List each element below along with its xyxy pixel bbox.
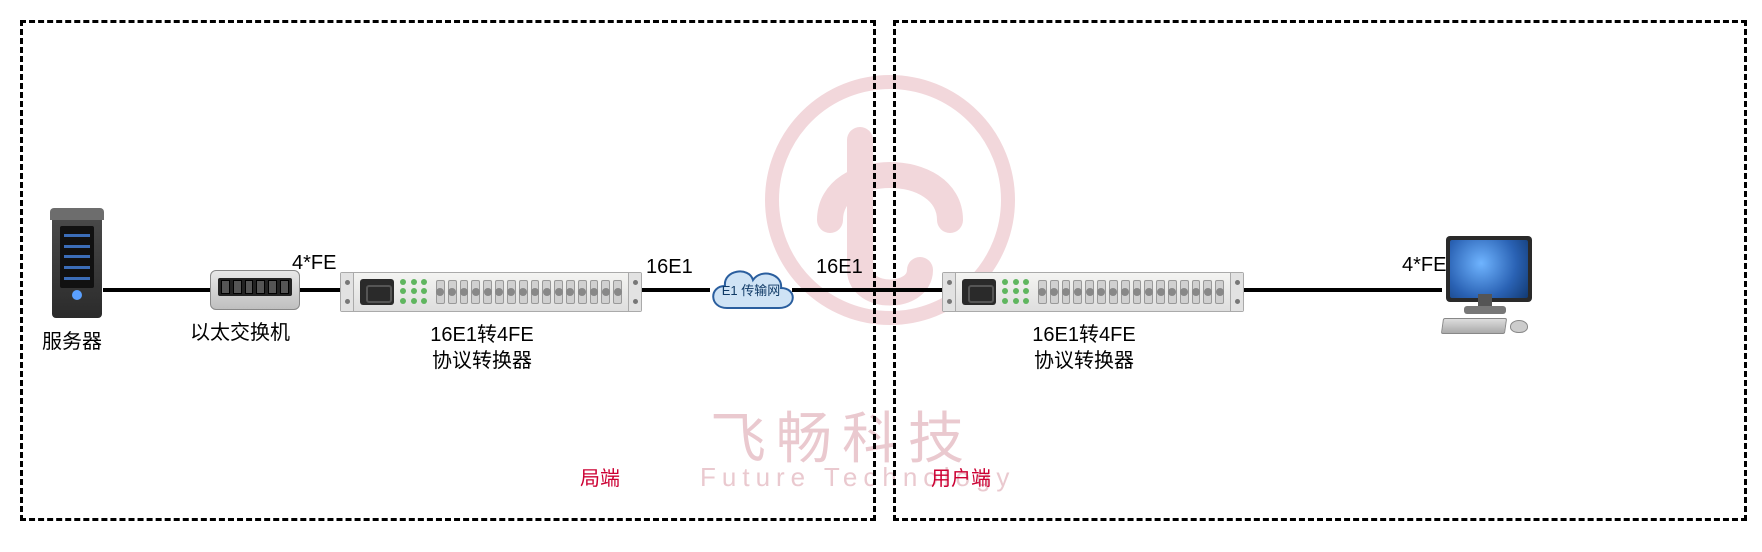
converter-left-label-2: 协议转换器 — [432, 344, 532, 373]
converter-right-label-2: 协议转换器 — [1034, 344, 1134, 373]
link-label-16e1-right: 16E1 — [816, 256, 863, 279]
link-conv-cloud-left — [640, 288, 710, 292]
server-icon — [50, 208, 104, 318]
cloud-label: E1 传输网 — [703, 280, 799, 299]
converter-right-label-1: 16E1转4FE — [1032, 318, 1135, 347]
server-label: 服务器 — [42, 325, 102, 354]
switch-label: 以太交换机 — [190, 316, 290, 345]
cloud-icon: E1 传输网 — [703, 258, 799, 320]
converter-left-icon — [340, 272, 642, 312]
pc-icon — [1440, 236, 1530, 332]
switch-icon — [210, 270, 300, 310]
link-label-16e1-left: 16E1 — [646, 256, 693, 279]
link-switch-conv — [299, 288, 341, 292]
link-server-switch — [103, 288, 211, 292]
region-left-label: 局端 — [580, 462, 620, 491]
link-cloud-conv-right — [792, 288, 944, 292]
region-right-label: 用户端 — [931, 462, 991, 491]
converter-left-label-1: 16E1转4FE — [430, 318, 533, 347]
region-right — [893, 20, 1747, 521]
converter-right-icon — [942, 272, 1244, 312]
link-conv-pc — [1242, 288, 1442, 292]
